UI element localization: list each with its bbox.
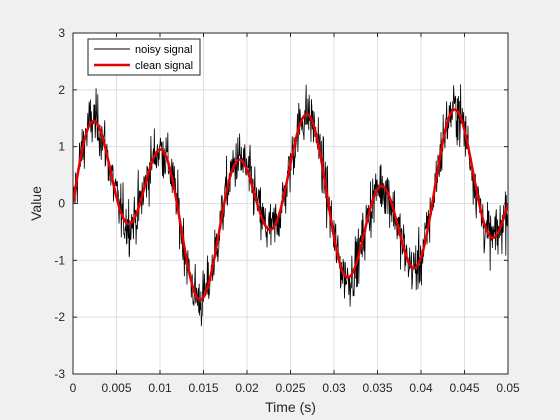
legend-label-clean: clean signal bbox=[135, 60, 193, 72]
x-tick-label: 0.045 bbox=[449, 381, 479, 395]
y-tick-label: 3 bbox=[58, 26, 65, 40]
x-tick-label: 0.015 bbox=[188, 381, 218, 395]
y-tick-label: 1 bbox=[58, 140, 65, 154]
x-tick-label: 0.02 bbox=[235, 381, 259, 395]
x-tick-label: 0.01 bbox=[148, 381, 172, 395]
y-tick-label: -2 bbox=[54, 310, 65, 324]
x-tick-label: 0.05 bbox=[496, 381, 520, 395]
legend-label-noisy: noisy signal bbox=[135, 44, 192, 56]
x-tick-label: 0.035 bbox=[362, 381, 392, 395]
y-tick-label: -1 bbox=[54, 253, 65, 267]
y-axis-label: Value bbox=[28, 186, 44, 221]
legend: noisy signal clean signal bbox=[87, 38, 201, 76]
clean-signal-line bbox=[73, 108, 508, 302]
y-tick-label: 2 bbox=[58, 83, 65, 97]
x-tick-label: 0 bbox=[70, 381, 77, 395]
y-tick-label: 0 bbox=[58, 197, 65, 211]
x-tick-label: 0.03 bbox=[322, 381, 346, 395]
x-axis-label: Time (s) bbox=[265, 399, 316, 415]
x-tick-label: 0.005 bbox=[101, 381, 131, 395]
x-tick-label: 0.04 bbox=[409, 381, 433, 395]
axis-ticks: 0 0.005 0.01 0.015 0.02 0.025 0.03 0.035 0.04 0.0… bbox=[54, 26, 520, 395]
legend-box bbox=[87, 38, 201, 76]
x-tick-label: 0.025 bbox=[275, 381, 305, 395]
y-tick-label: -3 bbox=[54, 367, 65, 381]
